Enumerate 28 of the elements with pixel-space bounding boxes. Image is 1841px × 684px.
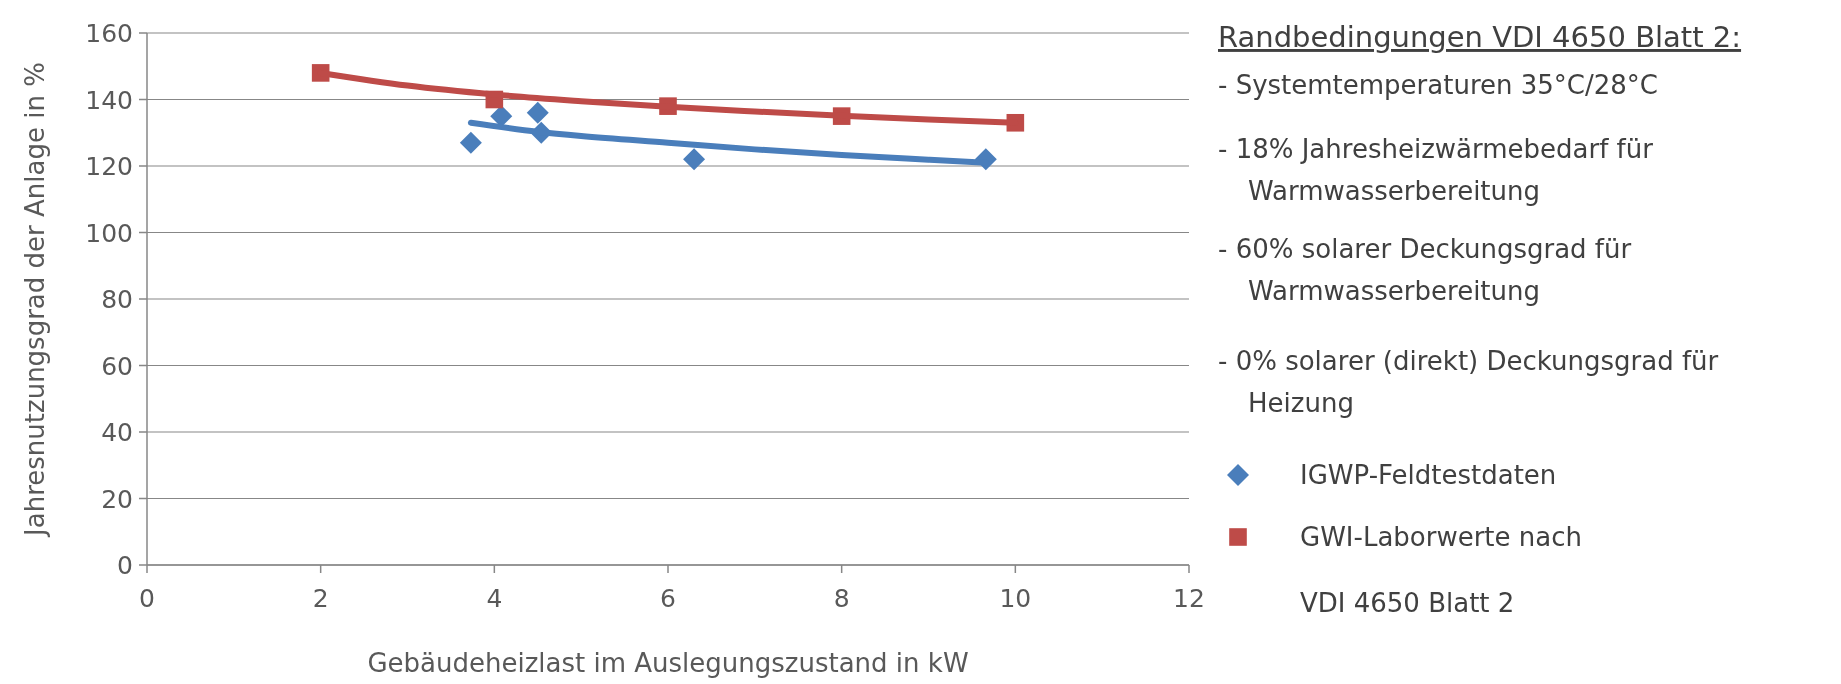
text: GWI-Laborwerte nach VDI 4650 Blatt 2 [1300, 522, 1583, 618]
x-tick-label: 0 [139, 584, 155, 613]
y-tick-label: 60 [101, 351, 133, 381]
y-tick-label: 160 [85, 19, 133, 48]
x-tick-label: 12 [1173, 584, 1205, 613]
y-axis-title: Jahresnutzungsgrad der Anlage in % [20, 62, 50, 538]
x-tick-label: 2 [312, 584, 329, 613]
x-tick-label: 6 [660, 584, 676, 613]
y-tick-label: 40 [101, 418, 133, 447]
x-axis-title: Gebäudeheizlast im Auslegungszustand in kW [367, 648, 969, 678]
point [526, 101, 549, 124]
text: - 18% Jahresheizwärmebedarf für Warmwasserbereitung [1218, 134, 1654, 206]
y-tick-label: 100 [85, 218, 133, 248]
text: - Systemtemperaturen 35°C/28°C [1218, 70, 1659, 100]
x-tick-label: 8 [833, 584, 850, 613]
text: - 60% solarer Deckungsgrad für Warmwasserbereitung [1218, 234, 1632, 306]
text: - 0% solarer (direkt) Deckungsgrad für Heizung [1218, 346, 1719, 418]
x-tick-label: 4 [486, 584, 503, 613]
y-tick-label: 120 [85, 152, 133, 181]
y-tick-label: 0 [117, 551, 133, 580]
text: Randbedingungen VDI 4650 Blatt 2: [1218, 20, 1742, 54]
y-tick-label: 20 [101, 484, 133, 514]
point [683, 148, 706, 171]
x-tick-label: 10 [999, 584, 1032, 613]
y-tick-label: 140 [85, 85, 133, 115]
y-tick-label: 80 [101, 285, 133, 314]
point [459, 131, 482, 154]
legend-label: IGWP-Feldtestdaten [1300, 460, 1557, 490]
